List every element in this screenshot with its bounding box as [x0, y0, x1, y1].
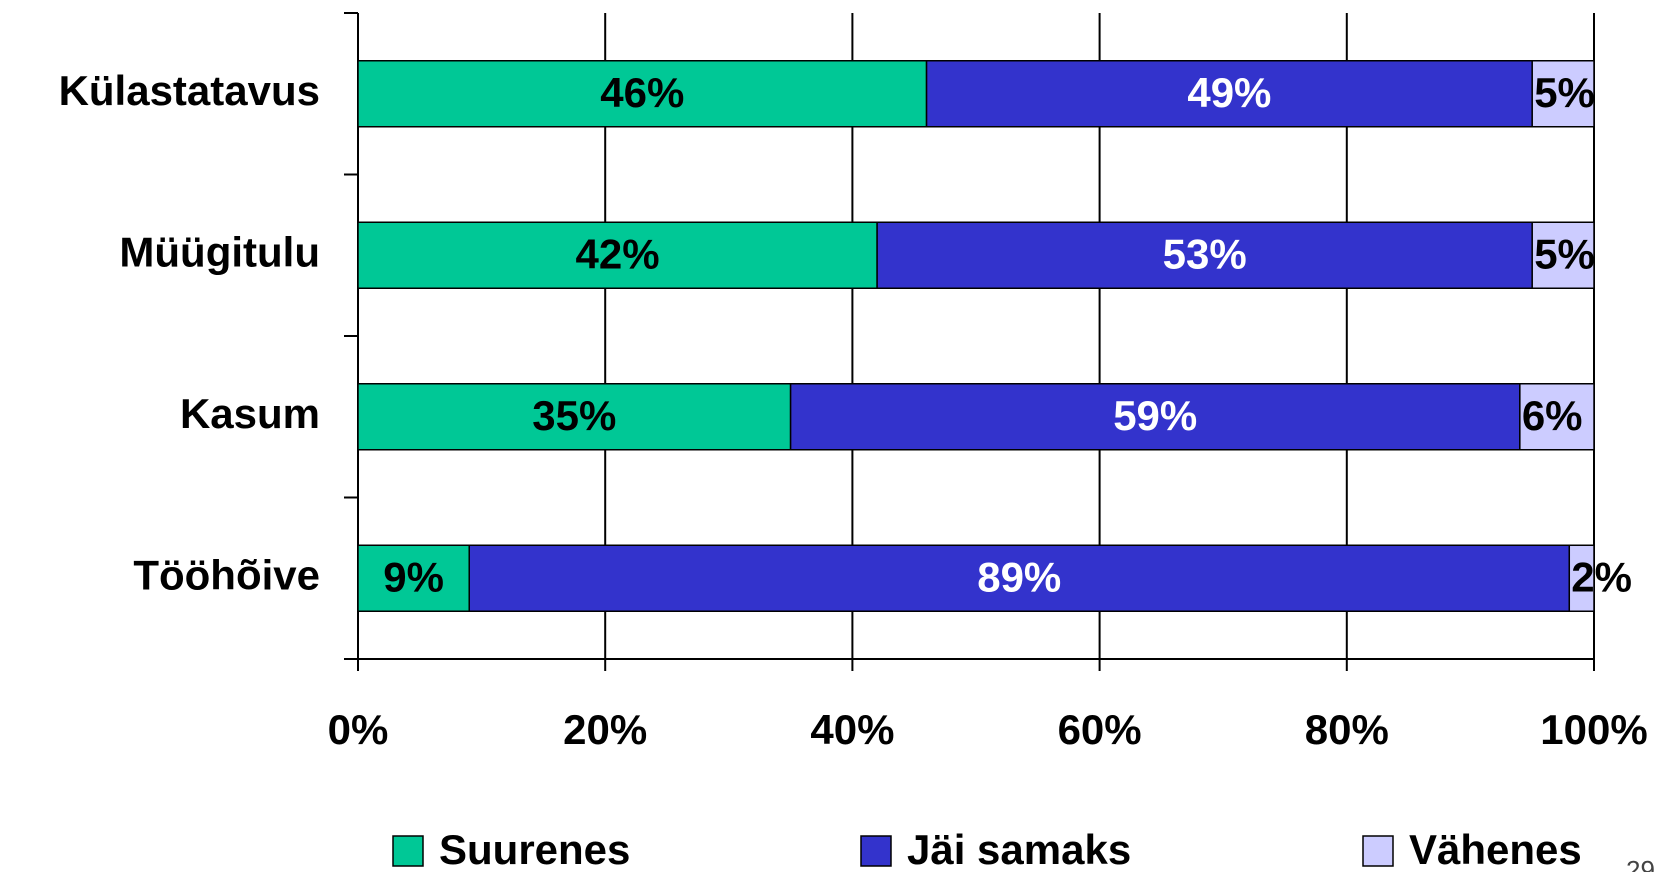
bar-segment: [357, 221, 878, 289]
y-tick-label: Külastatavus: [59, 67, 320, 114]
y-tick-label: Kasum: [180, 390, 320, 437]
data-label: 49%: [1187, 69, 1271, 116]
x-tick-label: 80%: [1305, 706, 1389, 753]
bar-segment: [1519, 383, 1595, 451]
bar-segment: [357, 383, 792, 451]
legend-swatch: [1362, 835, 1394, 867]
y-tick-label: Müügitulu: [119, 228, 320, 275]
x-tick-label: 60%: [1058, 706, 1142, 753]
legend-swatch: [860, 835, 892, 867]
legend-label: Vähenes: [1409, 826, 1582, 872]
data-label: 59%: [1113, 392, 1197, 439]
bar-segment: [789, 383, 1521, 451]
bar-segment: [925, 60, 1533, 128]
data-label: 5%: [1534, 230, 1595, 277]
x-tick-label: 0%: [328, 706, 389, 753]
data-label: 89%: [977, 553, 1061, 600]
data-label: 2%: [1571, 553, 1632, 600]
data-label: 6%: [1522, 392, 1583, 439]
bar-segment: [1568, 544, 1595, 612]
bar-segment: [1531, 60, 1595, 128]
data-label: 5%: [1534, 69, 1595, 116]
data-label: 53%: [1163, 230, 1247, 277]
legend-label: Jäi samaks: [907, 826, 1131, 872]
bar-segment: [468, 544, 1571, 612]
x-tick-label: 40%: [810, 706, 894, 753]
data-label: 35%: [532, 392, 616, 439]
data-label: 9%: [383, 553, 444, 600]
page-number: 29: [1626, 855, 1655, 872]
x-tick-label: 20%: [563, 706, 647, 753]
bar-segment: [876, 221, 1533, 289]
x-tick-label: 100%: [1540, 706, 1647, 753]
bar-segment: [1531, 221, 1595, 289]
bar-segment: [357, 544, 470, 612]
legend-swatch: [392, 835, 424, 867]
data-label: 46%: [600, 69, 684, 116]
legend-label: Suurenes: [439, 826, 630, 872]
bar-segment: [357, 60, 928, 128]
y-tick-label: Tööhõive: [133, 551, 320, 598]
data-label: 42%: [576, 230, 660, 277]
